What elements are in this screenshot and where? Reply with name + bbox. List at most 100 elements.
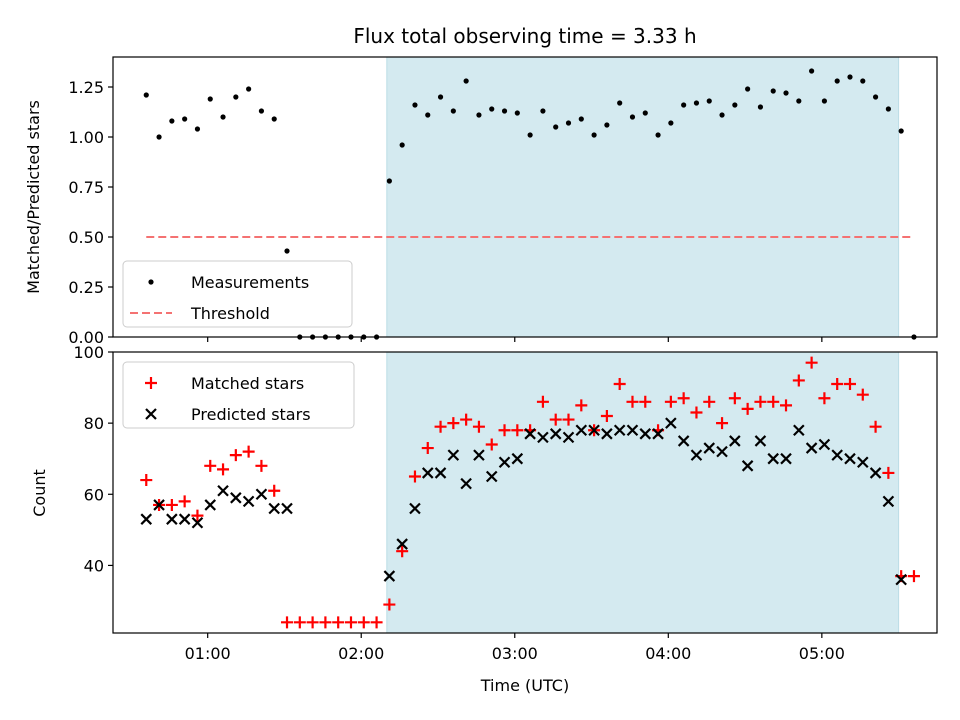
measurement-point	[246, 86, 252, 92]
predicted-star-point	[255, 488, 268, 501]
matched-star-point	[281, 616, 294, 629]
observing-window-span	[386, 57, 899, 337]
matched-star-point	[767, 395, 780, 408]
measurement-point	[693, 100, 700, 106]
measurement-point	[233, 94, 239, 100]
measurement-point	[821, 98, 828, 104]
matched-star-point	[907, 570, 920, 583]
predicted-star-point	[754, 435, 767, 447]
matched-star-point	[664, 395, 677, 408]
measurement-point	[194, 126, 201, 132]
predicted-star-point	[844, 452, 856, 465]
matched-star-point	[869, 420, 882, 433]
measurement-point	[169, 118, 175, 124]
predicted-star-point	[575, 424, 588, 437]
measurement-point	[156, 134, 162, 140]
matched-star-point	[332, 616, 345, 629]
predicted-star-point	[895, 573, 907, 586]
measurement-point	[757, 104, 764, 110]
predicted-star-point	[729, 435, 741, 447]
predicted-star-point	[191, 516, 204, 529]
matched-star-point	[140, 474, 153, 487]
predicted-star-point	[204, 499, 217, 511]
matched-star-point	[472, 420, 485, 433]
predicted-star-point	[166, 513, 178, 525]
predicted-star-point	[268, 502, 280, 515]
matched-star-point	[805, 356, 818, 369]
matched-star-point	[306, 616, 319, 629]
matched-star-point	[536, 395, 549, 408]
predicted-star-point	[716, 445, 728, 458]
predicted-star-point	[601, 428, 613, 440]
measurement-point	[732, 102, 738, 108]
matched-star-point	[217, 463, 230, 476]
matched-star-point	[370, 616, 383, 629]
top-y-axis-label: Matched/Predicted stars	[24, 100, 43, 294]
x-tick-label: 03:00	[492, 644, 538, 663]
matched-star-point	[434, 420, 447, 433]
measurement-point	[476, 112, 482, 118]
measurement-point	[719, 112, 725, 118]
matched-star-point	[319, 616, 332, 629]
chart-title: Flux total observing time = 3.33 h	[353, 24, 696, 48]
predicted-star-point	[242, 495, 255, 508]
measurement-point	[591, 132, 597, 138]
predicted-star-point	[831, 449, 843, 461]
measurement-point	[553, 124, 559, 130]
measurement-point	[745, 86, 751, 92]
matched-star-point	[460, 413, 473, 426]
matched-star-point	[626, 395, 639, 408]
y-tick-label: 100	[73, 343, 104, 362]
predicted-star-point	[677, 435, 690, 447]
measurement-point	[399, 142, 405, 148]
measurement-point	[706, 98, 712, 104]
x-axis-label: Time (UTC)	[480, 676, 569, 695]
matched-star-point	[600, 410, 613, 423]
matched-star-point	[856, 388, 869, 401]
measurement-point	[898, 128, 904, 134]
matched-star-point	[780, 399, 793, 412]
measurement-point	[860, 78, 866, 84]
matched-star-point	[843, 378, 856, 391]
bottom-y-axis-label: Count	[30, 469, 49, 517]
predicted-star-point	[460, 477, 472, 490]
legend-dot-marker	[148, 279, 154, 285]
measurement-point	[642, 110, 648, 116]
matched-star-point	[447, 417, 460, 430]
measurement-point	[783, 90, 789, 96]
y-tick-label: 80	[84, 414, 104, 433]
predicted-star-point	[524, 428, 536, 440]
matched-star-point	[396, 545, 409, 558]
predicted-star-point	[805, 442, 818, 454]
measurement-point	[207, 96, 213, 102]
matched-star-point	[421, 442, 434, 455]
measurement-point	[489, 106, 495, 112]
matched-star-point	[268, 484, 281, 497]
legend-label: Measurements	[191, 273, 309, 292]
measurement-point	[425, 112, 431, 118]
predicted-star-point	[447, 449, 460, 461]
measurement-point	[463, 78, 469, 84]
predicted-star-point	[153, 499, 165, 511]
x-tick-label: 04:00	[645, 644, 691, 663]
y-tick-label: 0.00	[68, 328, 104, 347]
legend-label: Threshold	[190, 304, 270, 323]
legend-box	[122, 361, 355, 429]
matched-star-point	[511, 424, 524, 437]
matched-star-point	[344, 616, 357, 629]
matched-star-point	[242, 445, 255, 458]
matched-star-point	[728, 392, 741, 405]
predicted-star-point	[498, 456, 511, 469]
measurement-point	[629, 114, 636, 120]
legend-label: Matched stars	[191, 374, 304, 393]
predicted-star-point	[767, 452, 780, 465]
predicted-star-point	[665, 417, 677, 429]
series-layer	[143, 68, 917, 340]
predicted-star-point	[434, 467, 447, 479]
predicted-star-point	[473, 449, 485, 461]
y-tick-label: 0.25	[68, 278, 104, 297]
predicted-star-point	[818, 438, 831, 451]
matched-star-point	[562, 413, 575, 426]
predicted-star-point	[882, 495, 895, 508]
